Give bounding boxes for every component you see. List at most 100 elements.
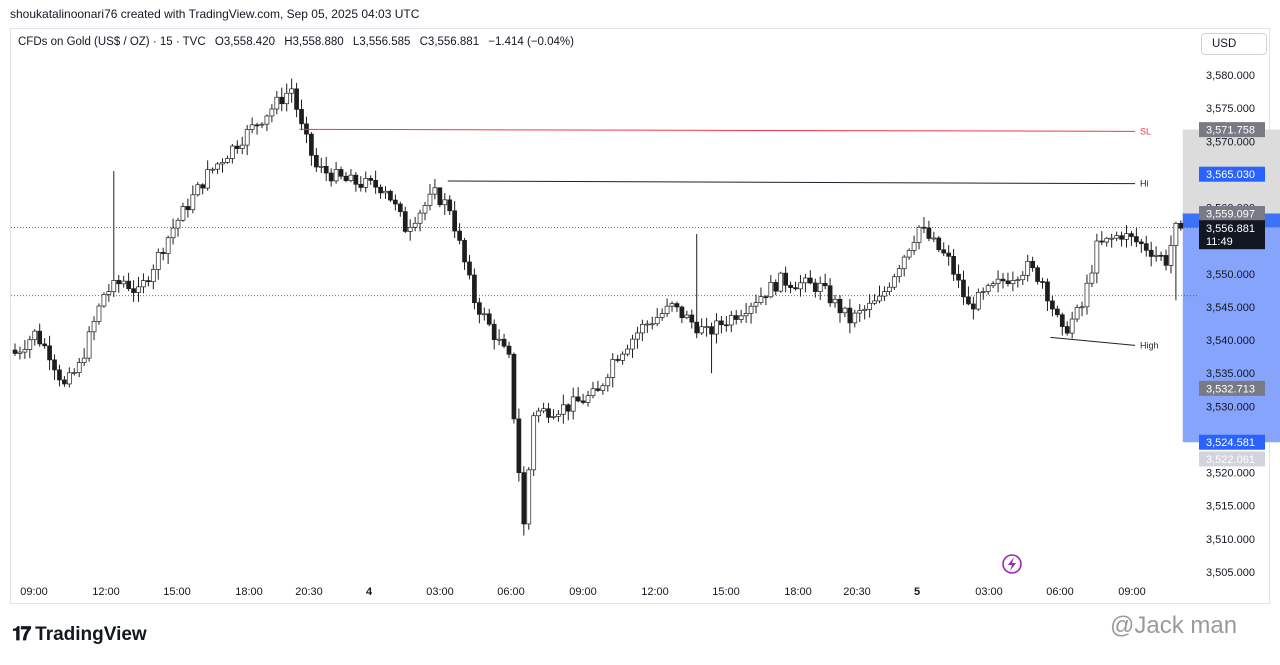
candle-body[interactable] xyxy=(1035,267,1040,282)
candle-body[interactable] xyxy=(615,359,621,361)
candle-body[interactable] xyxy=(1129,233,1134,237)
candle-body[interactable] xyxy=(254,124,260,127)
candle-body[interactable] xyxy=(689,314,695,323)
candle-body[interactable] xyxy=(412,222,418,228)
candle-body[interactable] xyxy=(407,226,413,232)
candle-body[interactable] xyxy=(244,129,250,146)
trend-line[interactable] xyxy=(1050,336,1136,346)
candle-body[interactable] xyxy=(699,326,705,334)
candle-body[interactable] xyxy=(832,298,838,304)
candle-body[interactable] xyxy=(96,305,102,322)
candle-body[interactable] xyxy=(1099,240,1105,243)
candle-body[interactable] xyxy=(817,282,823,292)
candle-body[interactable] xyxy=(1089,272,1095,284)
candle-body[interactable] xyxy=(837,298,843,314)
candle-body[interactable] xyxy=(383,190,388,194)
candle-body[interactable] xyxy=(733,315,739,320)
candle-body[interactable] xyxy=(486,313,492,325)
candle-body[interactable] xyxy=(1045,281,1050,302)
candle-body[interactable] xyxy=(1074,307,1080,320)
candle-body[interactable] xyxy=(684,314,690,319)
candle-body[interactable] xyxy=(980,291,986,293)
candle-body[interactable] xyxy=(926,227,932,239)
candle-body[interactable] xyxy=(1114,235,1119,239)
candle-body[interactable] xyxy=(481,313,487,316)
candle-body[interactable] xyxy=(447,199,453,212)
candle-body[interactable] xyxy=(234,145,240,149)
candle-body[interactable] xyxy=(37,330,43,345)
candle-body[interactable] xyxy=(76,362,82,373)
candle-body[interactable] xyxy=(565,404,571,412)
candle-body[interactable] xyxy=(378,186,383,194)
candle-body[interactable] xyxy=(57,369,62,381)
candle-body[interactable] xyxy=(600,385,606,391)
candle-body[interactable] xyxy=(477,302,482,315)
candle-body[interactable] xyxy=(1104,237,1110,243)
candle-body[interactable] xyxy=(313,155,319,168)
candle-body[interactable] xyxy=(590,388,596,396)
candle-body[interactable] xyxy=(654,317,660,325)
candle-body[interactable] xyxy=(1178,222,1184,229)
candle-body[interactable] xyxy=(333,169,339,182)
candle-body[interactable] xyxy=(66,372,72,385)
candle-body[interactable] xyxy=(803,277,808,284)
candle-body[interactable] xyxy=(956,273,961,281)
candle-body[interactable] xyxy=(887,286,892,292)
candle-body[interactable] xyxy=(560,404,566,415)
candle-body[interactable] xyxy=(101,294,107,307)
candle-body[interactable] xyxy=(961,279,966,298)
candle-body[interactable] xyxy=(1059,314,1065,327)
candle-body[interactable] xyxy=(472,274,477,304)
candle-body[interactable] xyxy=(427,193,433,206)
candle-body[interactable] xyxy=(1079,306,1085,309)
candle-body[interactable] xyxy=(788,284,793,288)
candle-body[interactable] xyxy=(546,408,551,418)
candle-body[interactable] xyxy=(1054,308,1060,316)
candle-body[interactable] xyxy=(279,96,285,105)
candle-body[interactable] xyxy=(274,96,280,110)
candle-body[interactable] xyxy=(798,282,803,290)
candle-body[interactable] xyxy=(1069,318,1075,334)
candle-body[interactable] xyxy=(1030,260,1035,269)
candle-body[interactable] xyxy=(200,184,206,189)
candle-body[interactable] xyxy=(363,178,369,188)
candle-body[interactable] xyxy=(649,323,655,326)
candle-body[interactable] xyxy=(81,357,87,363)
candle-body[interactable] xyxy=(491,323,497,340)
candle-body[interactable] xyxy=(141,280,146,288)
candle-body[interactable] xyxy=(165,237,171,254)
candle-body[interactable] xyxy=(1015,279,1021,282)
candle-body[interactable] xyxy=(12,349,18,354)
candle-body[interactable] xyxy=(393,199,398,205)
candle-body[interactable] xyxy=(318,165,324,168)
candle-body[interactable] xyxy=(116,280,122,285)
candle-body[interactable] xyxy=(175,219,181,229)
trend-line[interactable] xyxy=(299,128,1136,132)
candle-body[interactable] xyxy=(714,320,719,335)
candle-body[interactable] xyxy=(150,269,156,283)
tradingview-logo[interactable]: 𝟏𝟕 TradingView xyxy=(12,624,147,646)
candle-body[interactable] xyxy=(160,252,166,254)
candle-body[interactable] xyxy=(190,194,196,211)
trend-line[interactable] xyxy=(447,180,1136,185)
candle-body[interactable] xyxy=(724,324,729,327)
candle-body[interactable] xyxy=(348,174,354,181)
candle-body[interactable] xyxy=(882,291,887,297)
candle-body[interactable] xyxy=(644,323,650,326)
candle-body[interactable] xyxy=(758,296,764,303)
candle-body[interactable] xyxy=(210,168,215,171)
candle-body[interactable] xyxy=(338,169,344,177)
candle-body[interactable] xyxy=(1173,222,1179,246)
candle-body[interactable] xyxy=(353,174,359,185)
candle-body[interactable] xyxy=(220,162,225,165)
candle-body[interactable] xyxy=(239,144,245,149)
candle-body[interactable] xyxy=(570,396,576,412)
candle-body[interactable] xyxy=(91,320,97,333)
candle-body[interactable] xyxy=(131,288,136,293)
candle-body[interactable] xyxy=(126,280,131,290)
candle-body[interactable] xyxy=(1168,245,1174,266)
symbol-label[interactable]: CFDs on Gold (US$ / OZ) · 15 · TVC xyxy=(18,36,206,48)
candle-body[interactable] xyxy=(753,302,759,307)
currency-button[interactable]: USD xyxy=(1201,33,1267,55)
